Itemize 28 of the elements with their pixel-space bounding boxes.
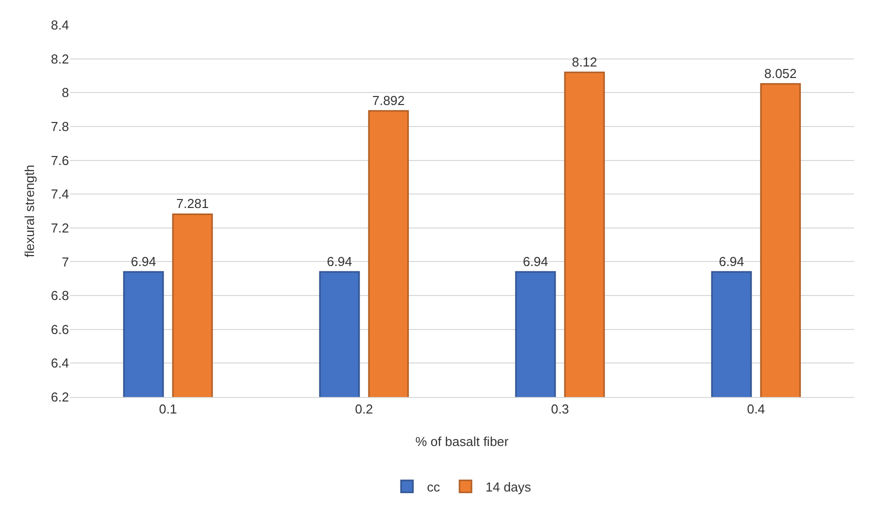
data-label: 8.052 [764, 66, 797, 81]
y-tick-label: 7 [62, 254, 69, 270]
x-tick-label: 0.1 [158, 402, 178, 417]
data-label: 7.281 [176, 196, 209, 212]
y-tick-label: 7.2 [50, 220, 69, 236]
legend-label: cc [427, 479, 440, 494]
x-axis-title: % of basalt fiber [415, 434, 510, 449]
y-tick-label: 8 [62, 85, 69, 100]
y-tick-label: 6.4 [50, 356, 69, 371]
legend-label: 14 days [486, 479, 532, 494]
y-tick-label: 8.4 [50, 18, 69, 33]
y-tick-label: 7.6 [50, 152, 69, 168]
y-tick-label: 7.4 [50, 186, 69, 202]
y-tick-label: 6.8 [50, 288, 69, 304]
data-label: 6.94 [130, 254, 156, 269]
data-label: 6.94 [522, 254, 548, 269]
y-axis-title: flexural strength [22, 164, 37, 258]
y-tick-label: 8.2 [50, 51, 69, 66]
data-label: 6.94 [326, 254, 352, 269]
x-tick-label: 0.3 [550, 402, 570, 417]
data-label: 7.892 [372, 92, 405, 108]
data-label: 6.94 [718, 254, 744, 269]
x-tick-label: 0.4 [746, 402, 766, 417]
y-tick-label: 7.8 [50, 119, 69, 134]
y-tick-label: 6.2 [50, 390, 69, 405]
x-tick-label: 0.2 [354, 402, 374, 417]
y-tick-label: 6.6 [50, 322, 69, 337]
data-label: 8.12 [572, 54, 598, 70]
